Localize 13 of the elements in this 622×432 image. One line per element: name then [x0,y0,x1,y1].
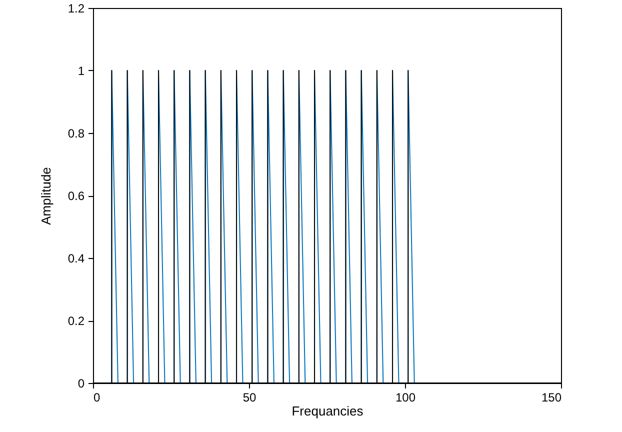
x-tick-label: 150 [541,390,562,404]
y-tick-label: 0.4 [68,252,85,266]
y-axis-title: Amplitude [38,167,54,225]
x-tick-label: 100 [395,390,416,404]
x-tick-label: 0 [94,390,100,404]
y-tick-label: 0.8 [68,126,85,140]
y-tick-label: 0.2 [68,314,85,328]
y-tick-label: 0 [78,376,85,390]
y-tick-label: 1 [78,64,85,78]
x-axis-title: Frequancies [292,404,364,418]
y-tick-label: 1.2 [68,2,85,16]
x-tick-label: 50 [242,390,256,404]
y-tick-label: 0.6 [68,189,85,203]
